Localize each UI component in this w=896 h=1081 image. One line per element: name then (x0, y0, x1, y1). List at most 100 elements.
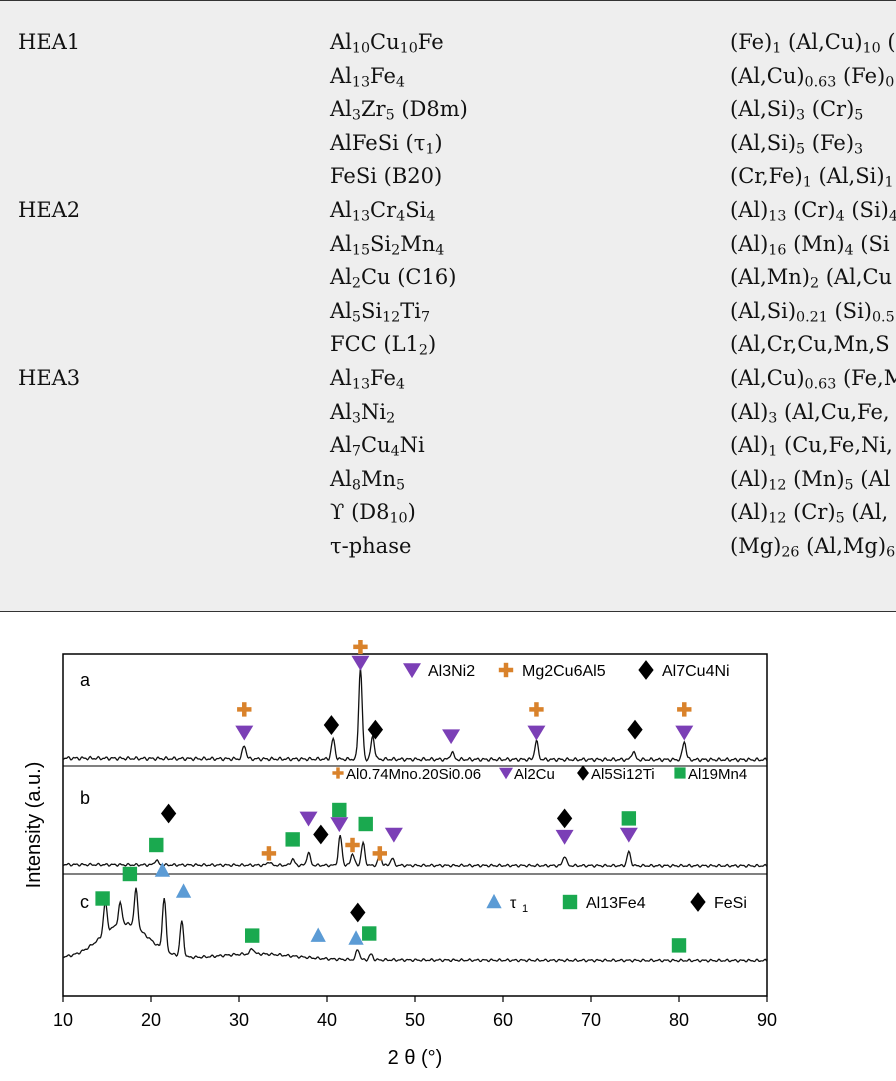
text-segment: Mn (360, 466, 396, 491)
table-row: HEA1 Al10Cu10Fe (Fe)1 (Al,Cu)10 ( (0, 26, 896, 59)
subscript: 3 (768, 410, 778, 427)
x-tick-label: 20 (141, 1010, 161, 1030)
subscript: 1 (772, 40, 782, 57)
subscript: 13 (351, 376, 371, 393)
phase-cell: Al5Si12Ti7 (330, 295, 430, 328)
text-segment: Cr (370, 198, 397, 222)
text-segment: Al (330, 298, 352, 323)
text-segment: Al (330, 97, 352, 122)
subscript: 5 (835, 510, 845, 527)
plus-bar-v (377, 846, 383, 861)
subscript: 4 (835, 208, 845, 225)
subscript: 16 (768, 242, 787, 259)
model-cell: (Al)1 (Cu,Fe,Ni, (730, 429, 893, 462)
panel-a: a Al3Ni2 Mg2Cu6Al5 Al7Cu4Ni (62, 640, 768, 763)
table-row: FeSi (B20) (Cr,Fe)1 (Al,Si)1 (0, 160, 896, 193)
legend-label: Al2Cu (514, 766, 555, 783)
subscript: 2 (391, 242, 401, 259)
text-segment: (Fe) (730, 30, 773, 54)
legend-label: τ (510, 895, 517, 912)
text-segment: ) (407, 500, 416, 525)
square-marker (621, 811, 637, 826)
text-segment: Al (330, 265, 352, 290)
square-marker (149, 837, 164, 853)
legend-label: Al7Cu4Ni (662, 663, 730, 680)
model-cell: (Al)12 (Mn)5 (Al (730, 463, 890, 496)
model-cell: (Fe)1 (Al,Cu)10 ( (730, 26, 896, 59)
tri-down-marker (330, 817, 349, 833)
text-segment: (Al,Si) (811, 164, 885, 189)
tri-down-marker (675, 725, 694, 741)
phase-cell: Al8Mn5 (330, 463, 405, 496)
text-segment: (Al,Mg) (799, 534, 887, 558)
text-segment: ) (427, 332, 437, 357)
subscript: 7 (420, 309, 431, 326)
table-row: Al7Cu4Ni (Al)1 (Cu,Fe,Ni, (0, 429, 896, 462)
alloy-cell: HEA2 (18, 198, 81, 222)
pattern-line-c (62, 887, 768, 963)
model-cell: (Mg)26 (Al,Mg)6 (730, 530, 895, 563)
tri-down-marker (442, 729, 461, 745)
diamond-marker (350, 902, 366, 923)
plus-marker (372, 846, 387, 861)
legend-subscript: 1 (522, 903, 528, 915)
subscript: 10 (389, 510, 408, 527)
text-segment: Al (330, 63, 352, 88)
square-marker (285, 832, 300, 847)
model-cell: (Al,Cu)0.63 (Fe,M (730, 362, 896, 395)
panel-label: a (80, 670, 91, 690)
xrd-figure: Intensity (a.u.) 2 θ (°) 10 20 30 40 50 60 70 8… (23, 640, 777, 1069)
diamond-marker (690, 892, 706, 912)
text-segment: ϒ (D8 (330, 500, 390, 525)
square-marker (332, 802, 347, 818)
square-marker (362, 926, 377, 941)
tri-up-marker (348, 930, 364, 945)
plot-frame (62, 653, 768, 997)
diamond-marker (367, 719, 384, 740)
text-segment: (Mn) (786, 466, 845, 491)
model-cell: (Al,Si)5 (Fe)3 (730, 127, 863, 160)
phase-cell: Al13Fe4 (330, 362, 405, 395)
phase-cell: Al10Cu10Fe (330, 26, 444, 59)
plus-bar-v (266, 846, 272, 861)
phase-cell: ϒ (D810) (330, 496, 416, 529)
text-segment: (Al, (844, 500, 889, 525)
text-segment: (Mg) (730, 534, 782, 558)
text-segment: (Al,Si) (730, 298, 797, 323)
subscript: 26 (781, 544, 800, 561)
panel-c: c τ 1 Al13Fe4 FeSi (62, 862, 768, 963)
subscript: 12 (382, 309, 401, 326)
tri-down-marker (384, 827, 403, 843)
tri-up-marker (175, 883, 192, 898)
text-segment: (Al,Mn) (730, 265, 810, 290)
legend-label: Mg2Cu6Al5 (522, 663, 606, 680)
subscript: 4 (889, 209, 896, 225)
x-tick-label: 60 (493, 1010, 513, 1030)
subscript: 3 (351, 410, 361, 427)
square-marker (122, 866, 138, 882)
legend-label: Al5Si12Ti (591, 766, 655, 783)
text-segment: Al (330, 433, 352, 458)
text-segment: (Al) (730, 231, 769, 256)
text-segment: Al (330, 231, 352, 256)
text-segment: Ni (360, 399, 387, 424)
text-segment: (Fe) (805, 130, 855, 155)
diamond-marker (577, 765, 589, 781)
subscript: 5 (854, 107, 864, 124)
legend-label: Al3Ni2 (428, 663, 475, 680)
plus-marker (529, 702, 544, 717)
tri-up-marker (310, 927, 326, 942)
text-segment: (Al,Si) (730, 97, 797, 122)
text-segment: Al (330, 30, 352, 54)
subscript: 4 (390, 443, 400, 460)
phase-cell: τ-phase (330, 530, 411, 563)
diamond-marker (160, 803, 177, 824)
text-segment: (Al,Cu) (781, 30, 863, 54)
legend-label: Al19Mn4 (688, 766, 747, 783)
model-cell: (Al)13 (Cr)4 (Si)4 (730, 194, 896, 227)
square-marker (245, 928, 260, 943)
diamond-marker (627, 719, 643, 740)
subscript: 0.21 (796, 309, 828, 326)
text-segment: AlFeSi (τ (330, 130, 426, 155)
text-segment: (Al,Si) (730, 130, 797, 155)
